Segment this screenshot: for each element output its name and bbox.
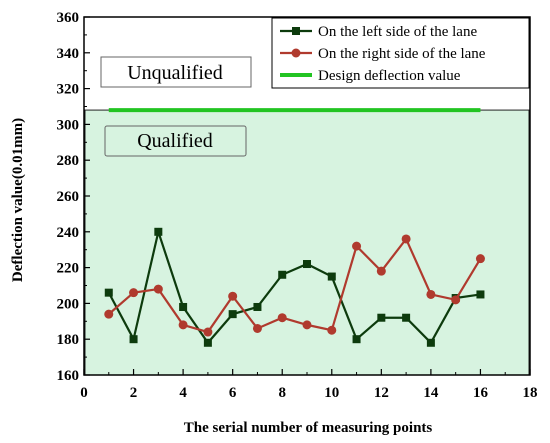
unqualified-label: Unqualified bbox=[127, 62, 223, 84]
legend-marker-2 bbox=[291, 48, 301, 58]
series-2-point bbox=[277, 313, 287, 323]
series-2-point bbox=[178, 320, 188, 330]
y-tick-label: 220 bbox=[57, 261, 80, 277]
legend-marker-1 bbox=[292, 27, 300, 35]
series-2-point bbox=[203, 327, 213, 337]
series-2-point bbox=[376, 266, 386, 276]
series-2-point bbox=[129, 288, 139, 298]
legend-label-3: Design deflection value bbox=[318, 68, 461, 84]
series-1-point bbox=[402, 313, 411, 322]
series-1-point bbox=[203, 338, 212, 347]
series-1-point bbox=[426, 338, 435, 347]
series-1-point bbox=[154, 227, 163, 236]
series-line-1 bbox=[107, 227, 481, 345]
plot-area: Unqualified Qualified bbox=[84, 56, 530, 376]
series-1-point bbox=[278, 270, 287, 279]
x-tick-label: 4 bbox=[179, 385, 187, 401]
x-axis-label: The serial number of measuring points bbox=[184, 420, 433, 436]
y-tick-label: 280 bbox=[57, 153, 80, 169]
y-axis-label: Deflection value(0.01mm) bbox=[10, 118, 26, 282]
x-tick-label: 16 bbox=[473, 385, 489, 401]
series-1-point bbox=[303, 260, 311, 269]
series-1-point bbox=[327, 272, 336, 281]
x-tick-label: 10 bbox=[324, 385, 339, 401]
y-tick-label: 320 bbox=[57, 82, 80, 98]
qualified-region bbox=[84, 109, 530, 376]
series-2-point bbox=[451, 295, 461, 305]
legend: On the left side of the lane On the right… bbox=[271, 17, 530, 89]
y-tick-label: 340 bbox=[57, 46, 80, 62]
series-2-point bbox=[104, 309, 114, 319]
series-1-point bbox=[179, 302, 188, 311]
x-tick-label: 12 bbox=[374, 385, 389, 401]
x-tick-label: 8 bbox=[278, 385, 286, 401]
qualified-label-box bbox=[104, 125, 247, 157]
series-2-point bbox=[352, 241, 362, 251]
y-tick-label: 360 bbox=[57, 10, 80, 26]
series-1-point bbox=[476, 290, 485, 299]
series-1-point bbox=[253, 302, 262, 311]
x-tick-label: 2 bbox=[130, 385, 138, 401]
series-1-point bbox=[352, 335, 361, 344]
series-2-point bbox=[302, 320, 312, 330]
series-1-point bbox=[104, 288, 113, 297]
y-tick-label: 260 bbox=[57, 189, 80, 205]
legend-box bbox=[271, 17, 530, 89]
series-2-point bbox=[475, 254, 485, 264]
series-2-point bbox=[153, 284, 163, 294]
qualified-label: Qualified bbox=[137, 130, 213, 152]
y-tick-label: 300 bbox=[57, 117, 80, 133]
series-1-point bbox=[228, 310, 237, 319]
unqualified-label-box bbox=[100, 56, 252, 88]
legend-label-2: On the right side of the lane bbox=[318, 46, 486, 62]
series-2-point bbox=[401, 234, 411, 244]
y-tick-label: 180 bbox=[57, 332, 80, 348]
x-tick-label: 18 bbox=[523, 385, 538, 401]
series-1-point bbox=[129, 335, 138, 344]
x-tick-label: 14 bbox=[423, 385, 439, 401]
series-2-point bbox=[252, 323, 262, 333]
series-2-point bbox=[327, 325, 337, 335]
axes: 0 2 4 6 8 10 12 14 16 18 160 180 200 220 240 260 280 300 3… bbox=[57, 10, 538, 401]
x-tick-label: 6 bbox=[229, 385, 237, 401]
series-line-2 bbox=[108, 236, 482, 334]
series-2-point bbox=[426, 289, 436, 299]
legend-label-1: On the left side of the lane bbox=[318, 24, 477, 40]
y-tick-label: 200 bbox=[57, 296, 80, 312]
x-tick-label: 0 bbox=[80, 385, 88, 401]
y-tick-label: 240 bbox=[57, 225, 80, 241]
series-1-point bbox=[377, 313, 386, 322]
series-2-point bbox=[228, 291, 238, 301]
y-tick-label: 160 bbox=[57, 368, 80, 384]
